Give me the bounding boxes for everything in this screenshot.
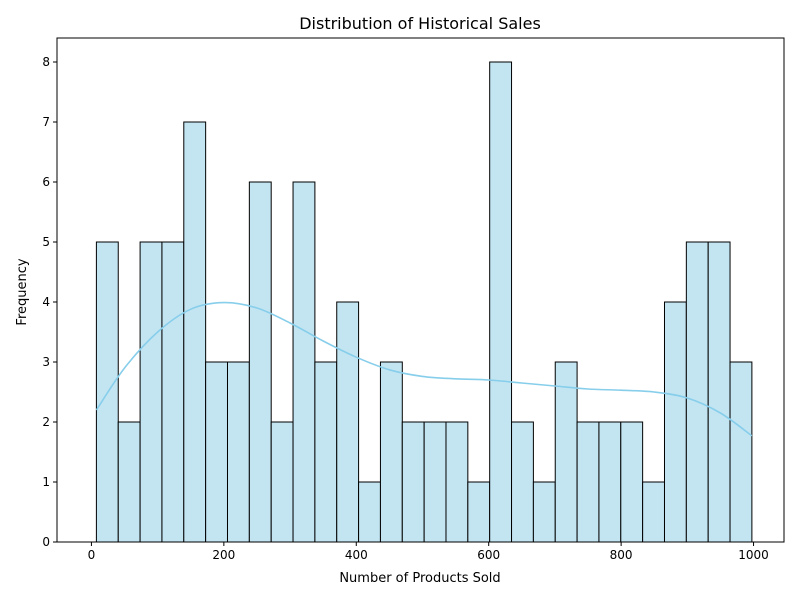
histogram-bar-24 (598, 421, 622, 543)
plot-frame (56, 37, 785, 543)
histogram-bar-20 (511, 421, 534, 543)
y-tick-label-6: 6 (42, 175, 50, 189)
axes-layer (56, 37, 785, 543)
histogram-bar-10 (292, 181, 316, 543)
bars-layer (95, 61, 753, 543)
x-axis-label: Number of Products Sold (339, 571, 500, 586)
histogram-bar-21 (532, 481, 556, 543)
histogram-bar-2 (117, 421, 141, 543)
histogram-bar-7 (226, 361, 250, 543)
x-tick-label-600: 600 (477, 548, 500, 562)
y-tick-label-8: 8 (42, 55, 50, 69)
y-tick-label-4: 4 (42, 295, 50, 309)
histogram-bar-15 (401, 421, 425, 543)
ticks-layer: 0 200 400 600 800 1000 0 1 2 3 4 5 6 7 8 (42, 55, 768, 562)
histogram-bar-29 (707, 241, 731, 543)
kde-density-line (95, 301, 753, 437)
histogram-bar-3 (139, 241, 163, 543)
histogram-bar-5 (183, 121, 207, 543)
histogram-bar-28 (685, 241, 709, 543)
histogram-bar-17 (445, 421, 469, 543)
y-tick-label-5: 5 (42, 235, 50, 249)
histogram-bar-8 (248, 181, 272, 543)
y-tick-label-1: 1 (42, 475, 50, 489)
chart-title: Distribution of Historical Sales (299, 14, 541, 33)
x-tick-label-200: 200 (212, 548, 235, 562)
y-axis-label: Frequency (15, 258, 30, 325)
y-tick-label-3: 3 (42, 355, 50, 369)
histogram-bar-22 (554, 361, 578, 543)
histogram-bar-23 (576, 421, 600, 543)
histogram-bar-12 (336, 301, 360, 543)
histogram-bar-25 (620, 421, 644, 543)
x-tick-label-800: 800 (610, 548, 633, 562)
y-tick-label-2: 2 (42, 415, 50, 429)
x-tick-label-0: 0 (88, 548, 96, 562)
histogram-bar-13 (358, 481, 381, 543)
histogram-bar-26 (642, 481, 665, 543)
histogram-bar-19 (489, 61, 513, 543)
x-tick-label-1000: 1000 (738, 548, 769, 562)
x-tick-label-400: 400 (345, 548, 368, 562)
y-tick-label-0: 0 (42, 535, 50, 549)
histogram-bar-16 (423, 421, 447, 543)
histogram-bar-4 (161, 241, 185, 543)
histogram-bar-9 (270, 421, 294, 543)
histogram-bar-18 (467, 481, 491, 543)
histogram-bar-11 (314, 361, 338, 543)
histogram-bar-27 (663, 301, 687, 543)
histogram-bar-14 (379, 361, 403, 543)
histogram-bar-30 (729, 361, 753, 543)
kde-layer (95, 301, 753, 437)
histogram-bar-6 (205, 361, 228, 543)
y-tick-label-7: 7 (42, 115, 50, 129)
